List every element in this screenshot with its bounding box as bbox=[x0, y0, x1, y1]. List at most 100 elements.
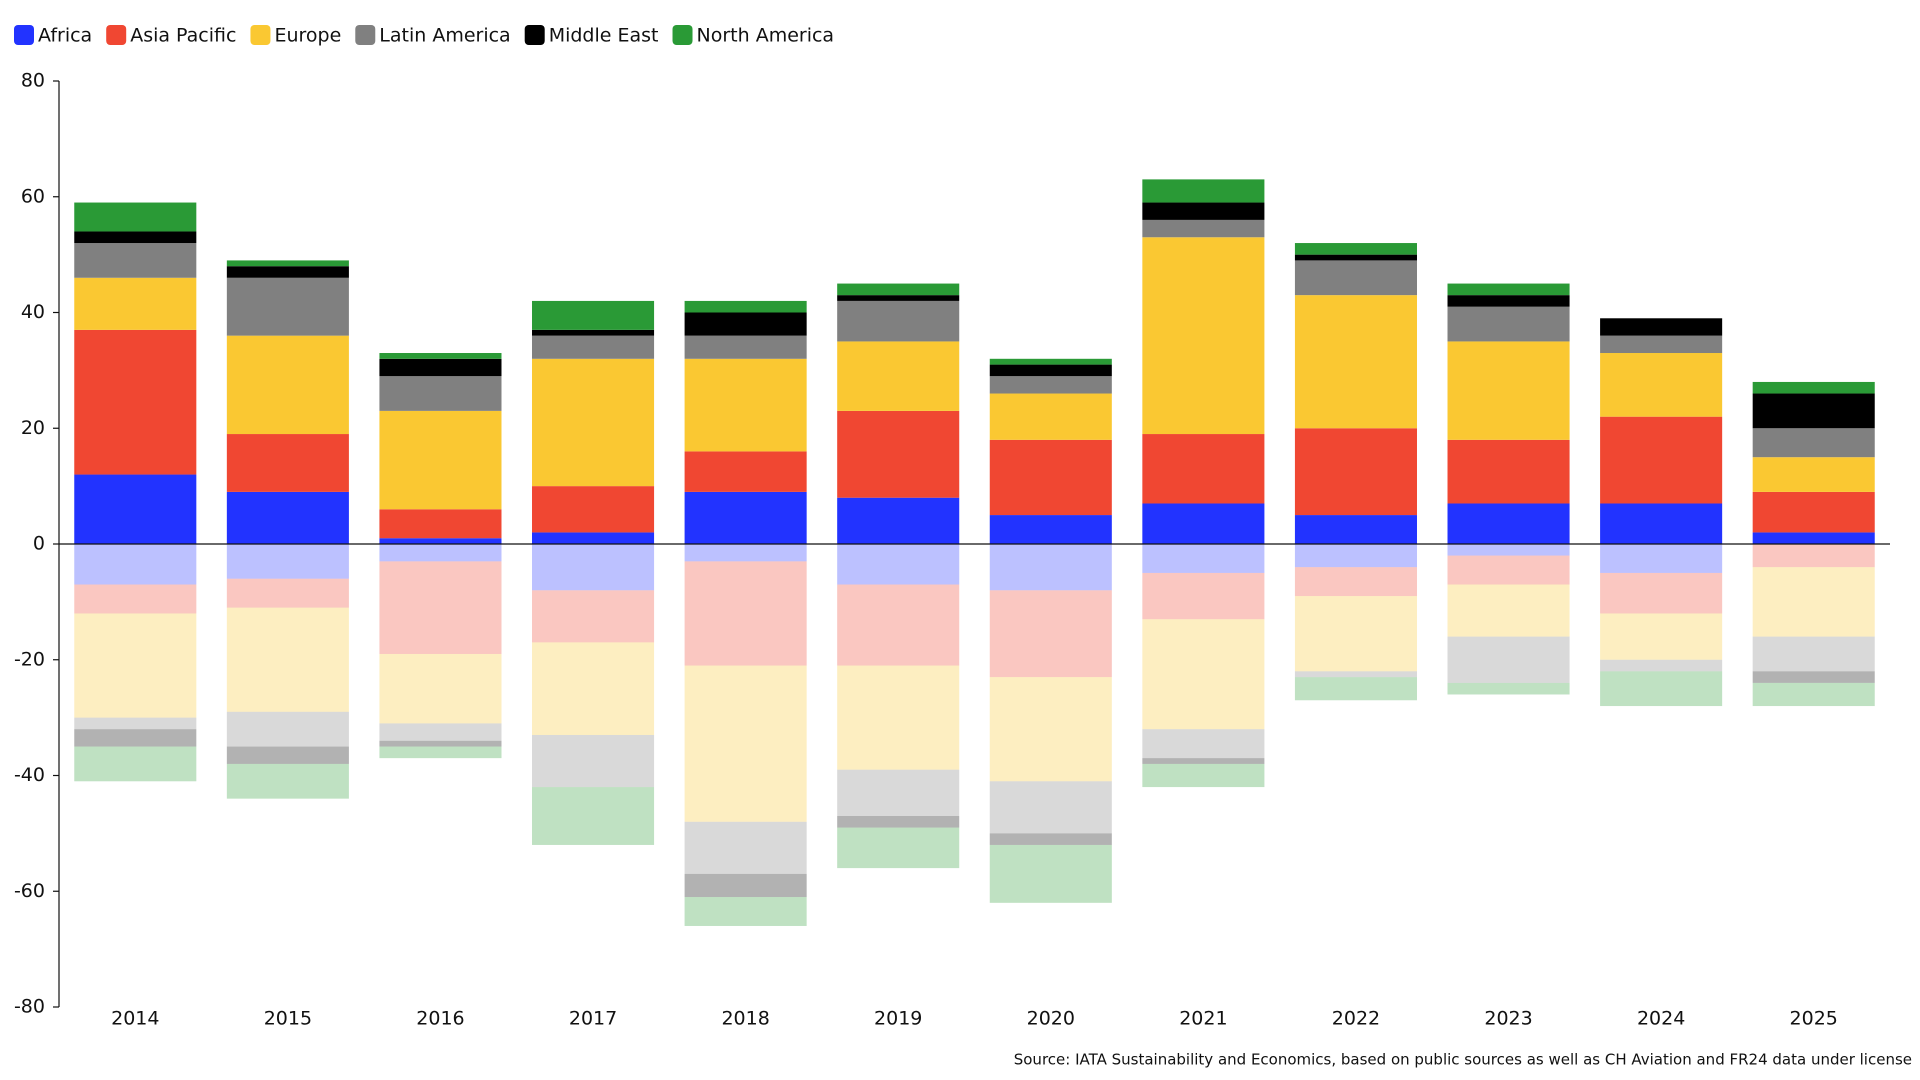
bar-segment bbox=[226, 491, 349, 544]
bar-segment bbox=[684, 300, 807, 313]
legend-swatch bbox=[524, 25, 545, 45]
bar-segment bbox=[532, 300, 655, 330]
bar-segment bbox=[837, 497, 960, 544]
bar-segment-negative bbox=[1600, 659, 1723, 672]
bar-segment bbox=[989, 376, 1112, 394]
bar-segment-negative bbox=[1600, 544, 1723, 573]
bar-segment bbox=[1142, 219, 1265, 238]
bar-segment-negative bbox=[684, 873, 807, 898]
legend-swatch bbox=[672, 25, 693, 45]
bar-segment-negative bbox=[837, 584, 960, 666]
bar-segment-negative bbox=[532, 544, 655, 591]
bar-segment-negative bbox=[684, 561, 807, 666]
bar-segment bbox=[226, 260, 349, 267]
bar-segment-negative bbox=[1447, 555, 1570, 585]
bar-segment bbox=[684, 358, 807, 452]
bar-segment-negative bbox=[379, 653, 502, 724]
bar-segment bbox=[989, 358, 1112, 365]
bar-segment-negative bbox=[1142, 758, 1265, 764]
bar-segment bbox=[1600, 335, 1723, 354]
bar-segment-negative bbox=[532, 590, 655, 643]
bar-segment-negative bbox=[1142, 729, 1265, 759]
y-tick-label: -40 bbox=[14, 764, 45, 786]
bar-segment-negative bbox=[1447, 636, 1570, 683]
bar-segment-negative bbox=[1752, 636, 1875, 672]
bar-segment-negative bbox=[1142, 544, 1265, 573]
bar-segment-negative bbox=[1294, 671, 1417, 678]
bar-segment-negative bbox=[379, 544, 502, 562]
bar-segment-negative bbox=[1752, 671, 1875, 683]
bar-segment-negative bbox=[1142, 572, 1265, 620]
bar-segment bbox=[1294, 243, 1417, 255]
bar-segment-negative bbox=[1447, 584, 1570, 637]
bar-segment-negative bbox=[989, 677, 1112, 782]
bar-segment bbox=[1447, 295, 1570, 307]
bar-segment-negative bbox=[74, 544, 197, 585]
y-tick-label: 40 bbox=[21, 301, 45, 323]
bar-segment bbox=[532, 335, 655, 359]
bar-segment-negative bbox=[74, 717, 197, 730]
bar-segment-negative bbox=[226, 711, 349, 747]
bar-segment bbox=[74, 329, 197, 475]
y-tick-label: -20 bbox=[14, 648, 45, 670]
bar-segment-negative bbox=[1447, 544, 1570, 556]
bar-segment-negative bbox=[1294, 596, 1417, 672]
x-tick-label: 2019 bbox=[874, 1008, 922, 1030]
bar-segment bbox=[1447, 503, 1570, 544]
bar-segment bbox=[1600, 318, 1723, 336]
bar-segment-negative bbox=[1142, 763, 1265, 788]
bar-segment-negative bbox=[1294, 677, 1417, 701]
x-tick-label: 2017 bbox=[569, 1008, 617, 1030]
bar-segment-negative bbox=[1600, 671, 1723, 707]
bar-segment bbox=[532, 532, 655, 544]
bar-segment bbox=[1294, 260, 1417, 296]
x-tick-label: 2022 bbox=[1332, 1008, 1380, 1030]
bar-segment-negative bbox=[379, 746, 502, 759]
bar-segment-negative bbox=[226, 578, 349, 608]
legend-label: Asia Pacific bbox=[130, 25, 236, 47]
bar-segment bbox=[1447, 439, 1570, 504]
bar-segment bbox=[379, 376, 502, 411]
bar-segment bbox=[1142, 503, 1265, 544]
bar-segment-negative bbox=[989, 590, 1112, 678]
bar-segment bbox=[1447, 341, 1570, 440]
bar-segment bbox=[837, 295, 960, 301]
x-tick-label: 2016 bbox=[416, 1008, 464, 1030]
bar-segment bbox=[837, 410, 960, 498]
bar-segment-negative bbox=[989, 781, 1112, 834]
bar-segment-negative bbox=[684, 897, 807, 926]
bar-segment bbox=[684, 312, 807, 336]
bar-segment-negative bbox=[74, 584, 197, 614]
y-tick-label: -60 bbox=[14, 880, 45, 902]
bar-segment-negative bbox=[226, 607, 349, 712]
bar-segment bbox=[379, 410, 502, 510]
bar-segment-negative bbox=[1752, 567, 1875, 637]
bar-segment bbox=[1142, 237, 1265, 435]
bar-segment bbox=[1752, 381, 1875, 394]
bar-segment bbox=[1294, 515, 1417, 544]
bar-segment-negative bbox=[532, 642, 655, 735]
bar-segment bbox=[1600, 416, 1723, 504]
bar-segment bbox=[1752, 457, 1875, 492]
bar-segment bbox=[532, 358, 655, 487]
bar-segment bbox=[226, 266, 349, 278]
bar-segment-negative bbox=[989, 833, 1112, 845]
bar-segment-negative bbox=[1294, 567, 1417, 597]
bar-segment-negative bbox=[226, 763, 349, 799]
bar-segment bbox=[1447, 283, 1570, 296]
y-tick-label: -80 bbox=[14, 996, 45, 1018]
bar-segment bbox=[1294, 428, 1417, 516]
bar-segment bbox=[684, 335, 807, 359]
bar-segment-negative bbox=[1142, 619, 1265, 730]
bar-segment-negative bbox=[379, 561, 502, 654]
bar-segment bbox=[989, 393, 1112, 440]
bar-segment-negative bbox=[684, 665, 807, 822]
bar-segment bbox=[1600, 353, 1723, 417]
x-tick-label: 2020 bbox=[1027, 1008, 1075, 1030]
bar-segment-negative bbox=[989, 844, 1112, 903]
legend-label: Latin America bbox=[379, 25, 510, 47]
bar-segment-negative bbox=[1294, 544, 1417, 568]
bar-segment bbox=[379, 509, 502, 539]
bar-segment bbox=[1752, 532, 1875, 544]
